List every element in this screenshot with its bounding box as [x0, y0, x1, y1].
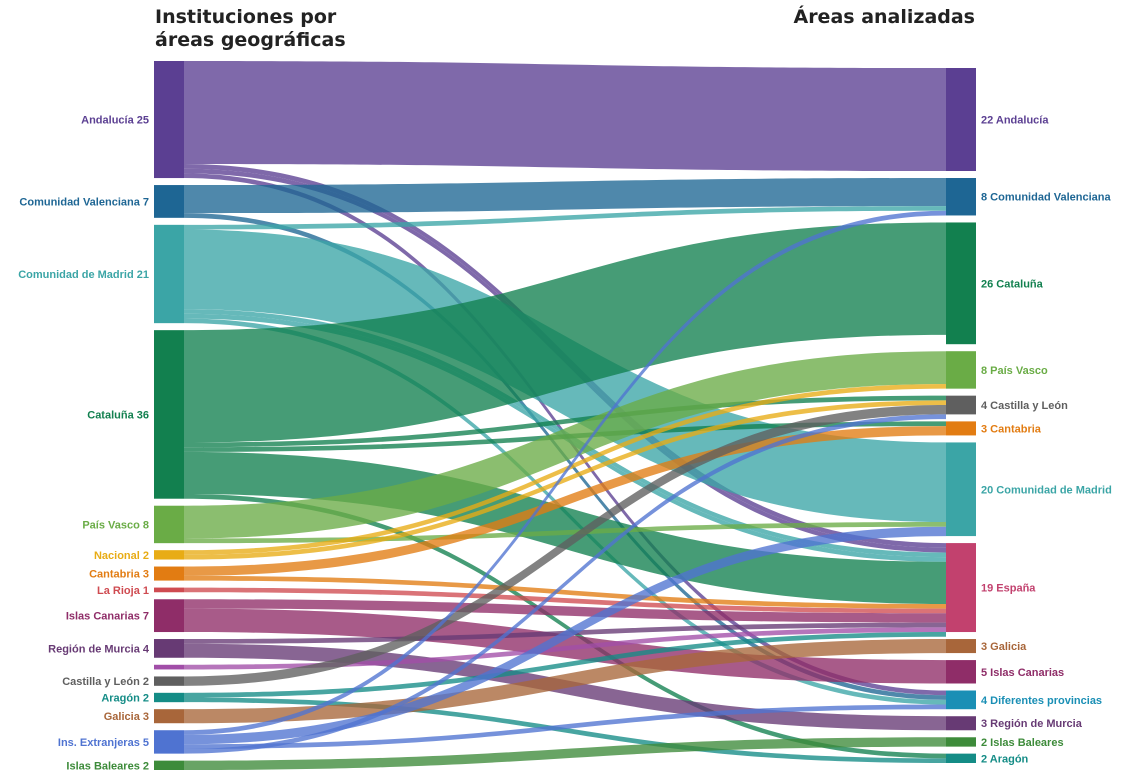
target-node-label-ara: 2 Aragón [981, 753, 1029, 765]
target-node-esp [946, 543, 976, 633]
target-node-ic [946, 660, 976, 684]
target-node-cv [946, 178, 976, 216]
sankey-link-and-to-and [184, 61, 946, 172]
source-node-nac [154, 550, 184, 560]
source-node-ic [154, 599, 184, 633]
sankey-nodes [154, 61, 976, 770]
source-node-gal [154, 709, 184, 724]
source-node-and [154, 61, 184, 179]
sankey-link-gal-to-gal [184, 639, 946, 724]
target-node-label-cat: 26 Cataluña [981, 278, 1044, 290]
target-node-dif [946, 690, 976, 710]
source-node-label-cyl: Castilla y León 2 [62, 676, 149, 688]
sankey-link-ib-to-ib [184, 737, 946, 770]
sankey-link-ext-to-dif [184, 704, 946, 749]
sankey-link-ara-to-ara [184, 697, 946, 763]
target-node-label-cm: 20 Comunidad de Madrid [981, 484, 1112, 496]
source-node-label-mur: Región de Murcia 4 [48, 643, 150, 655]
target-node-cm [946, 442, 976, 537]
sankey-link-ext-to-cv [184, 210, 946, 735]
sankey-links [184, 61, 946, 770]
sankey-link-can-to-esp [184, 575, 946, 609]
target-node-mur [946, 716, 976, 731]
sankey-labels: Andalucía 25 Comunidad Valenciana 7 Comuni… [18, 115, 1112, 773]
source-node-mur [154, 639, 184, 658]
source-node-pv [154, 505, 184, 544]
sankey-link-ext-to-cm [184, 526, 946, 745]
source-node-label-pv: País Vasco 8 [82, 519, 149, 531]
source-node-label-cat: Cataluña 36 [87, 409, 149, 421]
source-node-ext [154, 730, 184, 754]
source-node-label-cv: Comunidad Valenciana 7 [19, 196, 149, 208]
sankey-link-nac-to-pv [184, 383, 946, 555]
source-node-ara [154, 692, 184, 703]
sankey-link-cat-to-cat [184, 222, 946, 443]
source-node-label-and: Andalucía 25 [81, 115, 149, 127]
sankey-link-rio-to-esp [184, 587, 946, 614]
source-node-cat [154, 330, 184, 499]
target-node-label-can: 3 Cantabria [981, 423, 1042, 435]
source-node-label-gal: Galicia 3 [104, 711, 149, 723]
target-node-label-mur: 3 Región de Murcia [981, 718, 1083, 730]
target-node-pv [946, 351, 976, 389]
target-node-label-and: 22 Andalucía [981, 115, 1049, 127]
target-node-label-cv: 8 Comunidad Valenciana [981, 192, 1111, 204]
source-title-line-1: Instituciones por [155, 6, 337, 28]
target-node-can [946, 421, 976, 436]
target-node-cyl [946, 395, 976, 415]
source-node-label-can: Cantabria 3 [89, 569, 149, 581]
sankey-link-pv-to-cm [184, 522, 946, 544]
source-node-label-ara: Aragón 2 [101, 692, 149, 704]
sankey-link-nac-to-cyl [184, 400, 946, 560]
sankey-link-cv-to-cv [184, 178, 946, 214]
source-node-ib [154, 760, 184, 770]
target-node-label-pv: 8 País Vasco [981, 365, 1048, 377]
source-node-label-nac: Nacional 2 [94, 550, 149, 562]
source-node-label-rio: La Rioja 1 [97, 585, 149, 597]
sankey-link-pv-to-pv [184, 351, 946, 539]
sankey-link-can-to-can [184, 426, 946, 576]
source-node-label-ext: Ins. Extranjeras 5 [58, 737, 149, 749]
sankey-link-cm-to-cv [184, 206, 946, 230]
source-node-label-ib: Islas Baleares 2 [66, 760, 149, 772]
sankey-link-cat-to-cyl [184, 395, 946, 448]
target-node-label-cyl: 4 Castilla y León [981, 400, 1068, 412]
source-node-can [154, 566, 184, 581]
source-node-cm [154, 224, 184, 324]
target-node-cat [946, 222, 976, 345]
target-node-label-dif: 4 Diferentes provincias [981, 695, 1102, 707]
target-node-gal [946, 639, 976, 654]
source-node-cv [154, 185, 184, 218]
sankey-link-ext-to-cyl [184, 414, 946, 754]
sankey-link-ic-to-esp [184, 599, 946, 623]
target-column-title: Áreas analizadas [793, 6, 975, 28]
sankey-link-extra-to-esp [184, 627, 946, 670]
target-node-label-ic: 5 Islas Canarias [981, 667, 1064, 679]
source-node-label-ic: Islas Canarias 7 [66, 611, 149, 623]
target-node-label-esp: 19 España [981, 583, 1036, 595]
source-node-label-cm: Comunidad de Madrid 21 [18, 269, 149, 281]
target-node-and [946, 68, 976, 172]
sankey-link-cat-to-ara [184, 494, 946, 759]
target-node-label-ib: 2 Islas Baleares [981, 737, 1064, 749]
source-column-title: Instituciones por áreas geográficas [155, 6, 346, 52]
source-node-cyl [154, 676, 184, 686]
target-node-label-gal: 3 Galicia [981, 641, 1027, 653]
source-title-line-2: áreas geográficas [155, 29, 346, 51]
source-node-rio [154, 587, 184, 593]
target-node-ib [946, 737, 976, 747]
sankey-link-ara-to-esp [184, 632, 946, 698]
sankey-link-cyl-to-cyl [184, 405, 946, 686]
source-node-extra [154, 664, 184, 670]
target-node-ara [946, 753, 976, 763]
